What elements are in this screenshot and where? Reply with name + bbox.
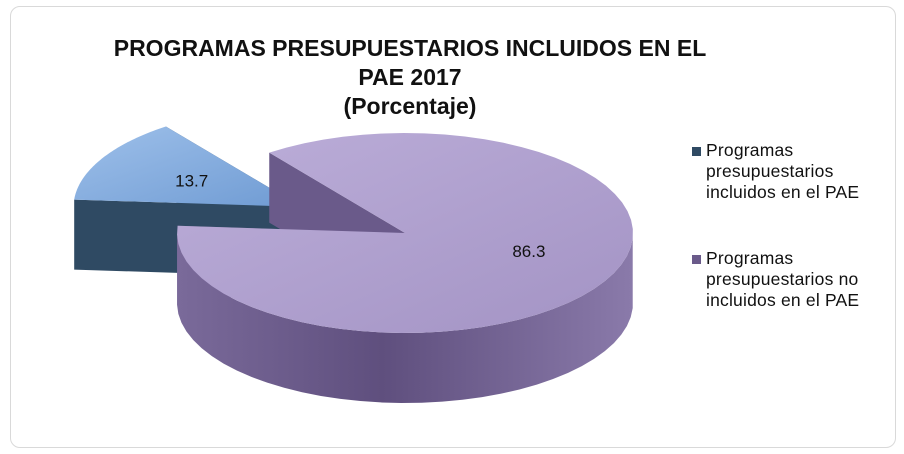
pie-slice-no-incluidos — [177, 133, 633, 403]
legend-swatch-no-incluidos — [692, 255, 701, 264]
chart-legend: Programas presupuestarios incluidos en e… — [692, 140, 897, 356]
chart-title-line-2: PAE 2017 — [358, 64, 462, 90]
slice-1-top — [177, 133, 633, 333]
legend-item-no-incluidos: Programas presupuestarios no incluidos e… — [692, 248, 897, 311]
chart-title: PROGRAMAS PRESUPUESTARIOS INCLUIDOS EN E… — [90, 34, 730, 121]
legend-label-incluidos: Programas presupuestarios incluidos en e… — [706, 140, 860, 202]
chart-title-line-3: (Porcentaje) — [343, 93, 477, 119]
data-label-no-incluidos: 86.3 — [512, 242, 545, 261]
legend-label-no-incluidos: Programas presupuestarios no incluidos e… — [706, 248, 860, 310]
legend-swatch-incluidos — [692, 147, 701, 156]
legend-item-incluidos: Programas presupuestarios incluidos en e… — [692, 140, 897, 203]
chart-title-line-1: PROGRAMAS PRESUPUESTARIOS INCLUIDOS EN E… — [113, 35, 707, 61]
slice-0-top — [74, 126, 302, 207]
data-label-incluidos: 13.7 — [175, 171, 208, 190]
slice-1-side — [177, 234, 633, 403]
